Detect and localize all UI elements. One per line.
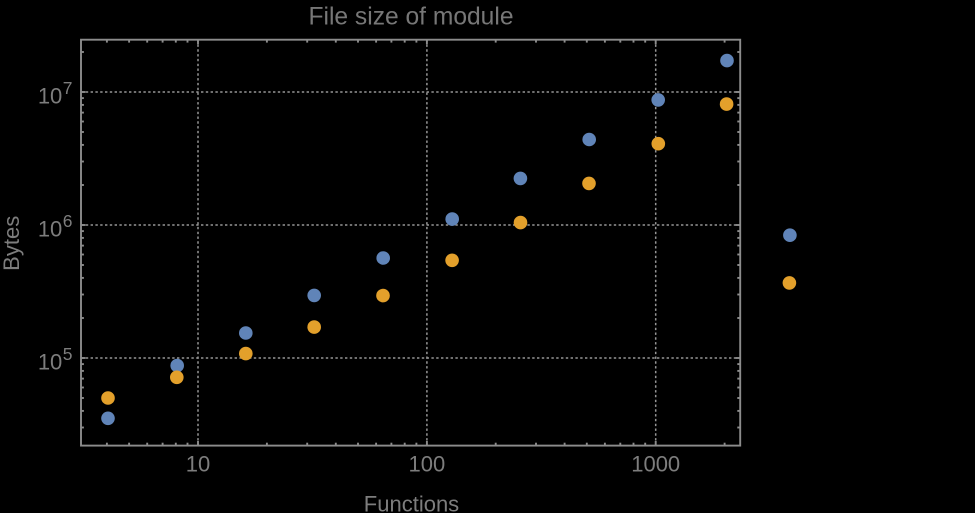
- svg-text:10: 10: [38, 217, 62, 242]
- svg-text:File size of module: File size of module: [308, 3, 513, 30]
- svg-text:6: 6: [63, 211, 73, 231]
- svg-text:100: 100: [409, 452, 446, 477]
- svg-text:7: 7: [63, 78, 73, 98]
- svg-text:Functions: Functions: [364, 492, 459, 513]
- svg-text:5: 5: [63, 344, 73, 364]
- svg-text:10: 10: [186, 452, 210, 477]
- svg-text:10: 10: [38, 84, 62, 109]
- svg-text:10: 10: [38, 350, 62, 375]
- svg-text:1000: 1000: [631, 452, 680, 477]
- svg-text:Bytes: Bytes: [0, 216, 24, 271]
